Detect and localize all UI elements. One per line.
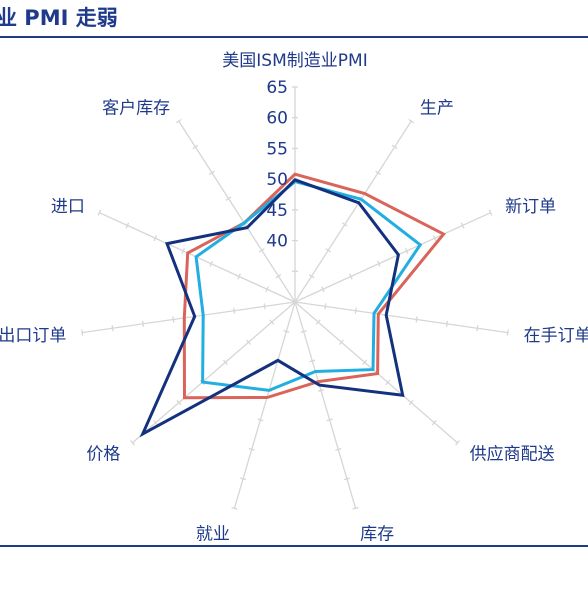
radar-tick-mark [263,303,266,310]
radar-series-red [182,172,446,400]
radar-tick-mark [222,359,228,366]
radar-tick-mark [209,260,214,267]
radar-tick-mark [242,222,249,227]
radar-tick-mark [209,170,215,175]
radar-axis-label: 客户库存 [102,99,170,119]
radar-tick-mark [362,359,368,366]
radar-tick-mark [300,330,307,333]
radar-tick-mark [246,339,252,345]
radar-tick-mark [265,286,269,293]
radar-tick-mark [192,144,199,150]
radar-tick-label: 50 [266,170,288,190]
radar-tick-mark [141,320,145,327]
radar-tick-mark [341,222,348,227]
radar-axis-label: 生产 [420,99,454,119]
radar-tick-mark [432,235,437,242]
radar-tick-mark [225,196,232,201]
radar-axis-label: 供应商配送 [470,444,555,464]
radar-grid [81,86,509,510]
radar-axis-label: 美国ISM制造业PMI [222,51,367,71]
radar-spoke [178,120,296,303]
radar-tick-mark [415,316,418,323]
radar-series-navy [139,178,405,438]
radar-tick-mark [376,260,381,267]
radar-tick-mark [81,329,84,336]
radar-spoke [132,301,296,444]
radar-tick-mark [321,286,325,293]
radar-tick-mark [269,319,275,325]
radar-tick-mark [172,316,175,323]
radar-tick-mark [391,144,398,150]
radar-tick-mark [375,170,381,175]
radar-tick-mark [349,273,353,280]
radar-tick-mark [324,303,327,310]
radar-tick-mark [130,440,135,446]
radar-tick-mark [233,307,236,314]
radar-tick-mark [506,329,509,336]
bottom-divider [0,545,588,547]
radar-tick-mark [125,222,130,229]
radar-series-cyan [194,179,423,392]
radar-tick-mark [488,209,493,216]
radar-tick-mark [431,419,437,426]
radar-tick-mark [248,447,255,451]
radar-tick-mark [315,319,321,325]
radar-tick-mark [275,273,282,279]
radar-tick-mark [240,477,247,481]
radar-tick-mark [404,247,409,254]
radar-tick-mark [317,388,325,392]
radar-tick-mark [338,339,344,345]
radar-axis-label: 价格 [86,444,120,464]
radar-tick-mark [352,506,359,510]
radar-spoke [294,301,508,334]
radar-spoke [82,301,296,334]
radar-tick-mark [325,248,332,253]
radar-tick-mark [308,273,315,279]
radar-tick-label: 55 [266,139,288,159]
radar-tick-mark [445,320,449,327]
radar-tick-label: 40 [266,232,288,252]
radar-tick-mark [237,273,241,280]
radar-spoke [233,301,296,509]
radar-tick-mark [385,379,391,386]
radar-tick-mark [283,330,290,333]
radar-spoke [294,301,357,509]
radar-tick-mark [326,418,333,422]
radar-spoke [294,120,412,303]
radar-axis-label: 在手订单 [524,326,588,346]
radar-tick-mark [354,307,357,314]
radar-spoke [294,212,491,303]
radar-tick-mark [97,209,102,216]
radar-tick-mark [257,418,264,422]
radar-tick-label: 65 [266,78,288,98]
radar-tick-mark [460,222,465,229]
radar-axis-label: 进口 [51,197,85,217]
radar-tick-mark [111,325,114,332]
radar-tick-mark [408,118,415,124]
radar-axis-label: 库存 [360,525,394,545]
radar-axis-label: 新订单 [505,197,556,217]
radar-tick-mark [176,399,182,406]
title-divider [0,36,588,38]
radar-tick-mark [335,447,342,451]
page-title: 业 PMI 走弱 [0,6,118,30]
radar-tick-mark [181,247,186,254]
radar-tick-mark [476,325,479,332]
radar-tick-label: 60 [266,109,288,129]
radar-tick-mark [455,440,460,446]
radar-axis-label: 就业 [196,525,230,545]
radar-tick-mark [258,248,265,253]
radar-tick-mark [408,399,414,406]
radar-tick-mark [231,506,238,510]
radar-tick-mark [175,118,182,124]
radar-series [139,172,446,438]
radar-tick-mark [153,235,158,242]
radar-tick-mark [309,359,316,363]
radar-tick-label: 45 [266,201,288,221]
radar-tick-mark [343,477,350,481]
radar-tick-mark [153,419,159,426]
radar-axis-label: 出口订单 [0,326,66,346]
